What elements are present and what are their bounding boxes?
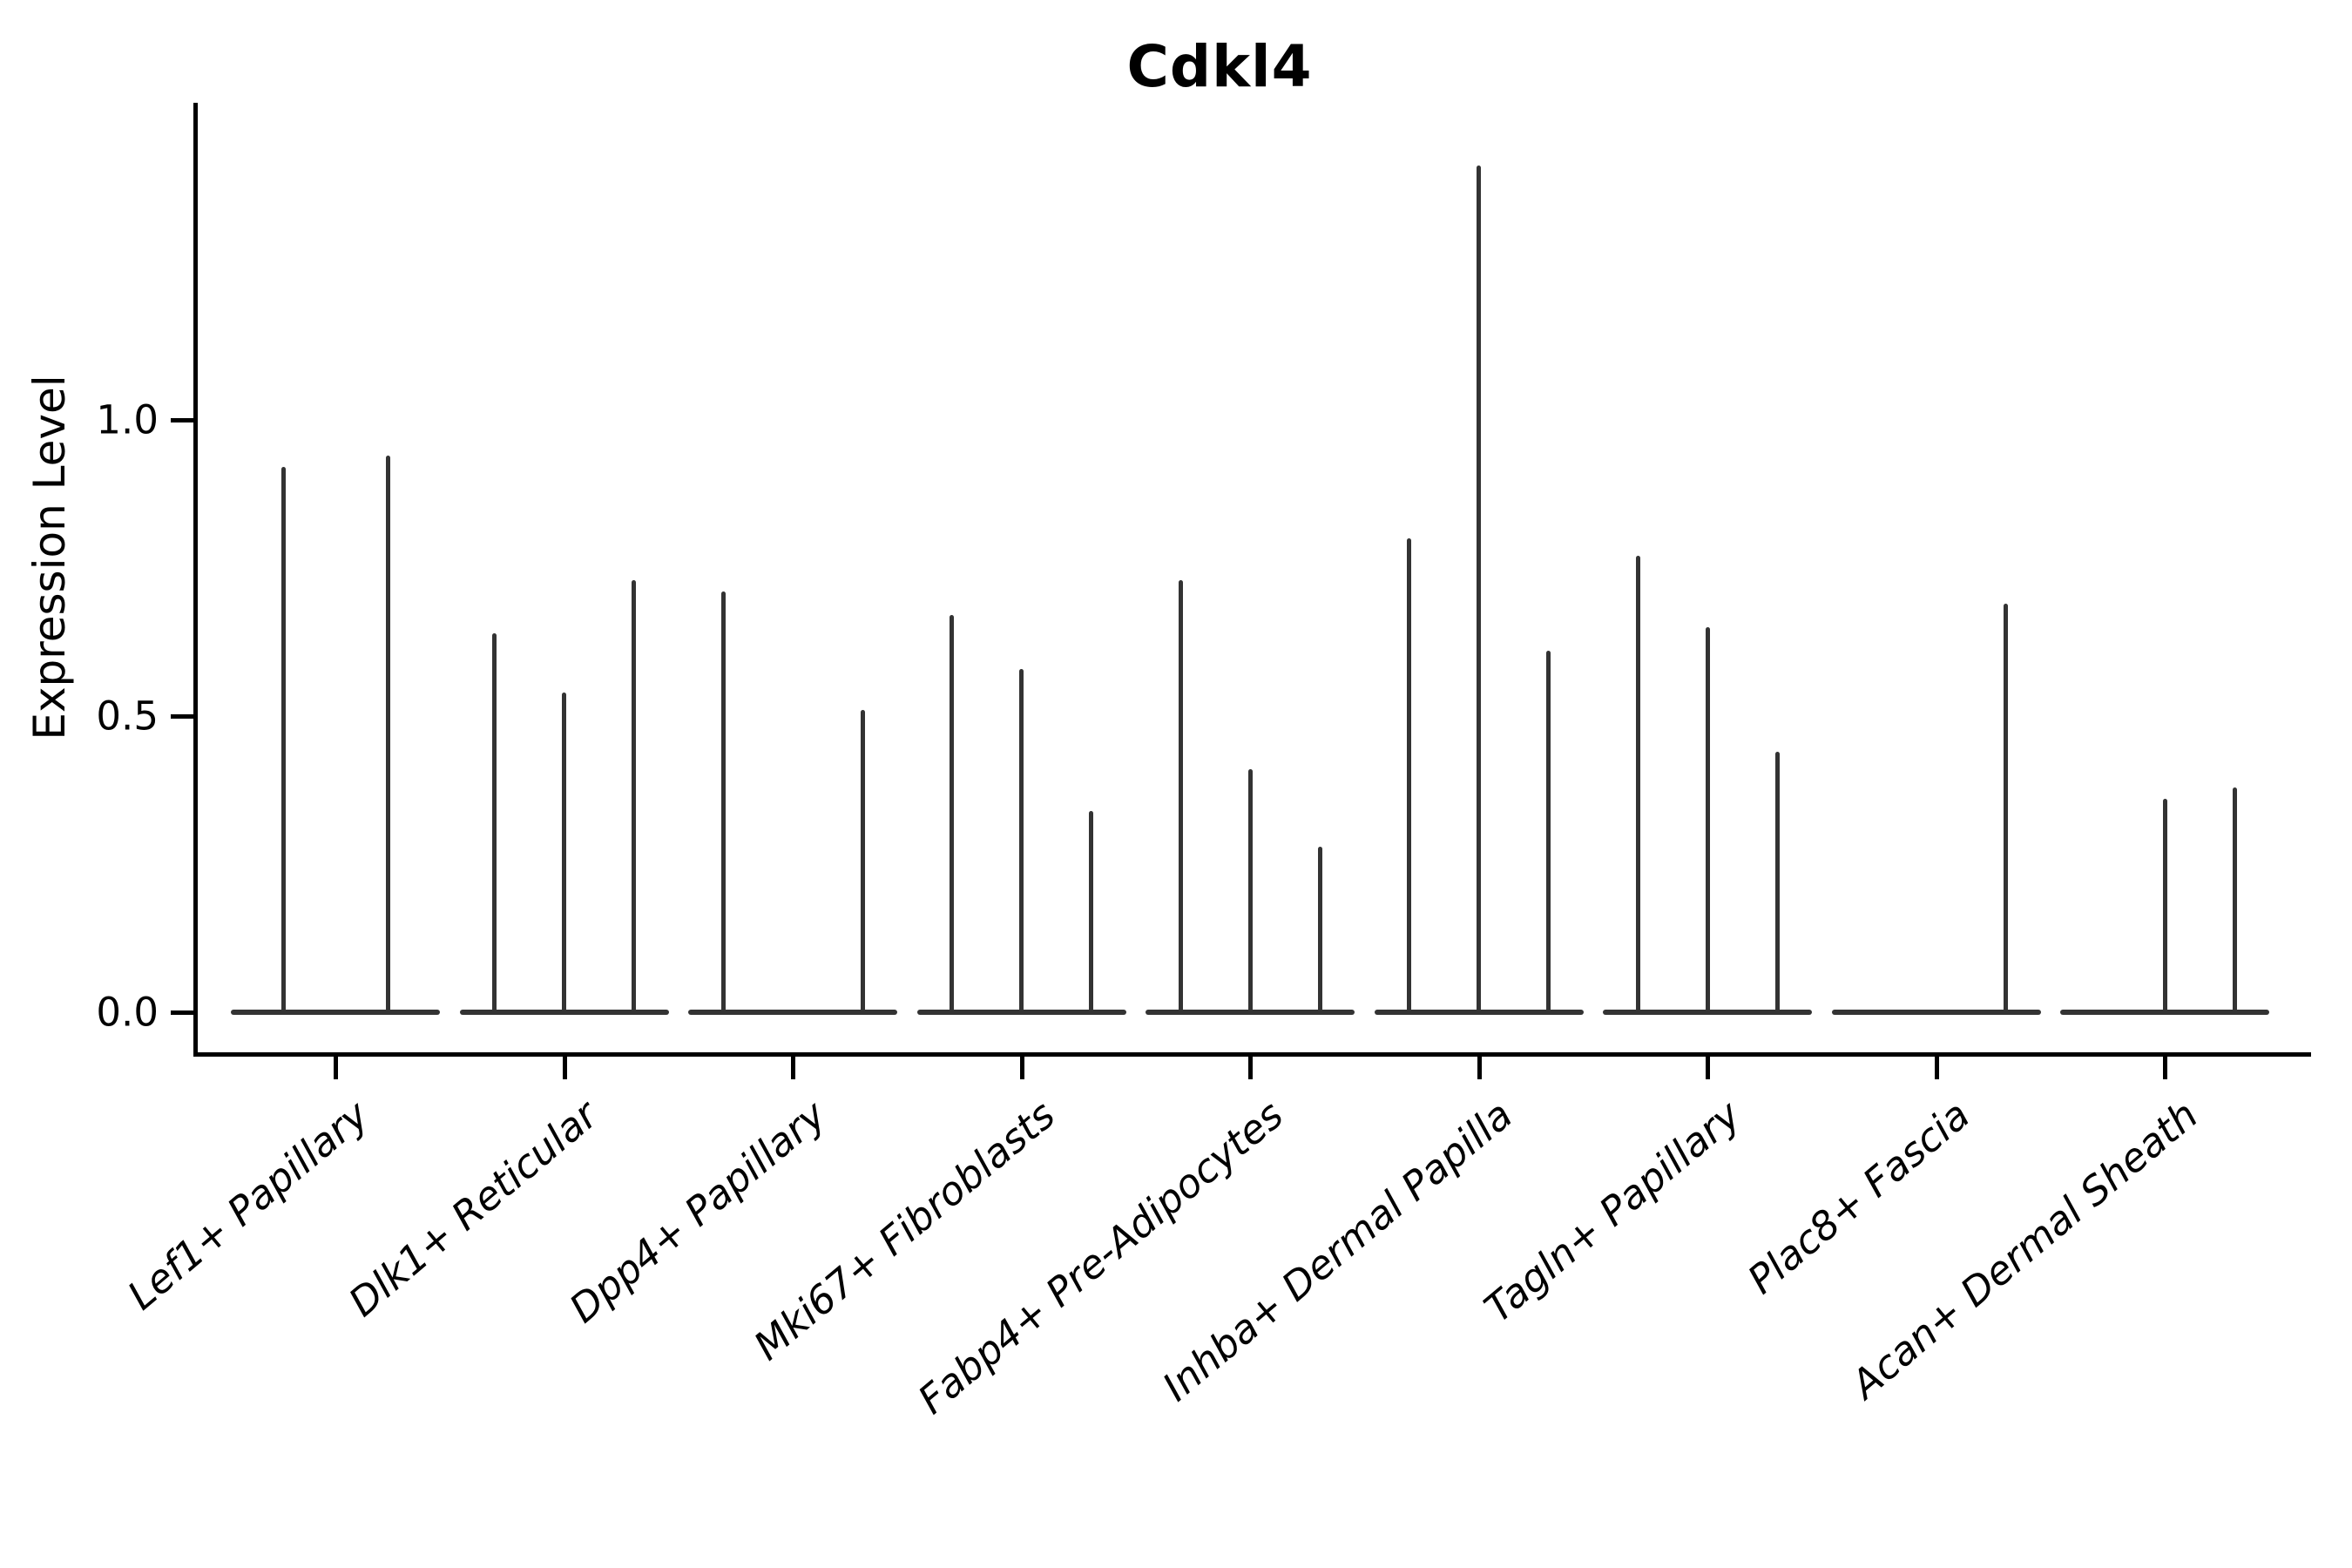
violin-spike	[2232, 787, 2237, 1012]
y-tick	[171, 1010, 193, 1015]
x-tick	[791, 1057, 795, 1079]
chart-title: Cdkl4	[1126, 33, 1313, 100]
violin-spike	[2004, 603, 2008, 1012]
x-tick	[1706, 1057, 1710, 1079]
violin-spike	[1089, 810, 1093, 1012]
violin-baseline	[1146, 1010, 1355, 1015]
y-tick-label: 0.0	[96, 989, 159, 1036]
violin-baseline	[459, 1010, 669, 1015]
violin-spike	[860, 710, 865, 1012]
violin-spike	[2162, 799, 2167, 1012]
x-tick	[1019, 1057, 1024, 1079]
violin-spike	[632, 579, 636, 1012]
y-tick-label: 0.5	[96, 693, 159, 740]
violin-baseline	[688, 1010, 897, 1015]
x-axis-spine	[193, 1052, 2311, 1057]
violin-spike	[1635, 556, 1640, 1012]
violin-spike	[385, 455, 390, 1012]
violin-spike	[1774, 751, 1780, 1012]
y-tick	[171, 418, 193, 422]
x-tick	[334, 1057, 338, 1079]
violin-baseline	[1374, 1010, 1584, 1015]
y-tick	[171, 714, 193, 719]
x-tick	[562, 1057, 567, 1079]
violin-spike	[1019, 668, 1024, 1012]
y-axis-spine	[193, 103, 198, 1057]
violin-spike	[492, 632, 497, 1012]
y-tick-label: 1.0	[96, 396, 159, 443]
violin-spike	[1546, 651, 1551, 1012]
violin-spike	[1477, 165, 1481, 1012]
violin-spike	[280, 467, 286, 1012]
violin-spike	[1705, 627, 1710, 1012]
violin-spike	[1247, 769, 1253, 1012]
violin-baseline	[1831, 1010, 2041, 1015]
violin-baseline	[231, 1010, 440, 1015]
violin-spike	[1407, 538, 1411, 1012]
violin-spike	[562, 692, 566, 1012]
violin-baseline	[2060, 1010, 2269, 1015]
violin-spike	[1317, 846, 1322, 1012]
violin-spike	[950, 615, 954, 1012]
x-tick	[2163, 1057, 2167, 1079]
x-tick	[1477, 1057, 1482, 1079]
violin-spike	[1178, 579, 1183, 1012]
violin-baseline	[1603, 1010, 1812, 1015]
violin-baseline	[916, 1010, 1126, 1015]
violin-spike	[720, 591, 726, 1012]
x-tick	[1248, 1057, 1253, 1079]
x-tick	[1934, 1057, 1939, 1079]
